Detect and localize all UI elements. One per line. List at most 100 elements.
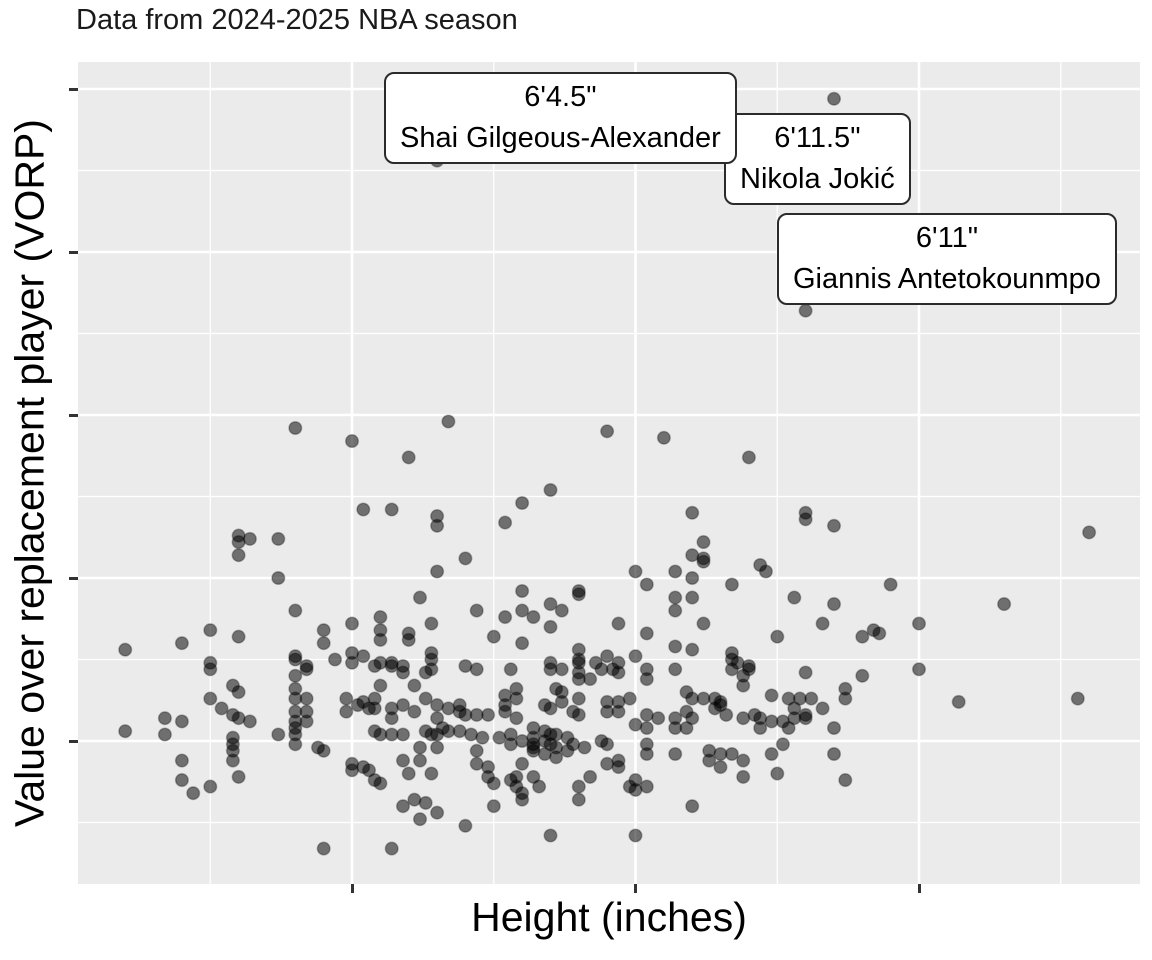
scatter-point: [770, 766, 785, 781]
annotation-box: 6'4.5" Shai Gilgeous-Alexander: [384, 72, 737, 165]
scatter-point: [344, 763, 360, 778]
scatter-point: [344, 616, 360, 631]
scatter-point: [430, 727, 445, 742]
scatter-point: [157, 711, 172, 726]
scatter-point: [724, 746, 739, 762]
scatter-point: [424, 766, 439, 781]
scatter-point: [549, 750, 564, 765]
scatter-point: [719, 707, 734, 722]
scatter-point: [798, 665, 813, 680]
scatter-point: [668, 746, 683, 762]
scatter-point: [855, 668, 870, 683]
scatter-point: [515, 792, 530, 807]
scatter-point: [997, 597, 1012, 612]
scatter-point: [741, 662, 756, 677]
scatter-point: [203, 691, 218, 706]
annotation-box: 6'11.5" Nikola Jokić: [724, 113, 911, 206]
scatter-point: [781, 720, 796, 736]
scatter-point: [486, 629, 501, 644]
scatter-point: [430, 518, 445, 533]
scatter-point: [515, 583, 530, 599]
scatter-point: [373, 632, 388, 647]
scatter-point: [395, 665, 411, 680]
scatter-point: [174, 714, 189, 729]
scatter-point: [713, 760, 728, 775]
scatter-point: [651, 711, 666, 726]
scatter-point: [316, 623, 331, 638]
annotation-box: 6'11" Giannis Antetokounmpo: [777, 213, 1117, 306]
scatter-point: [639, 779, 654, 794]
plot-title: Data from 2024-2025 NBA season: [76, 4, 518, 36]
scatter-point: [231, 548, 246, 563]
scatter-point: [430, 564, 445, 579]
scatter-point: [724, 662, 739, 677]
scatter-point: [231, 629, 246, 644]
scatter-point: [288, 668, 303, 683]
scatter-point: [339, 691, 354, 706]
scatter-point: [838, 773, 853, 788]
scatter-point: [600, 737, 615, 752]
scatter-point: [412, 590, 428, 605]
scatter-point: [611, 760, 626, 775]
scatter-point: [764, 688, 779, 703]
scatter-point: [118, 642, 133, 657]
scatter-point: [242, 531, 257, 546]
scatter-point: [214, 701, 229, 716]
scatter-point: [577, 740, 592, 755]
scatter-point: [532, 779, 547, 794]
scatter-point: [418, 795, 433, 810]
scatter-point: [299, 662, 314, 677]
scatter-point: [458, 818, 473, 833]
scatter-point: [186, 786, 201, 801]
scatter-point: [203, 662, 218, 677]
scatter-point: [231, 685, 246, 700]
scatter-point: [775, 737, 790, 752]
scatter-point: [118, 724, 133, 739]
scatter-point: [872, 626, 887, 641]
scatter-point: [628, 828, 643, 843]
scatter-point: [736, 753, 751, 768]
scatter-point: [503, 737, 518, 752]
scatter-point: [815, 616, 830, 631]
annotation-height-label: 6'11.5": [774, 122, 861, 154]
scatter-point: [469, 662, 484, 677]
scatter-point: [764, 746, 779, 762]
scatter-point: [344, 434, 360, 449]
scatter-point: [1082, 525, 1097, 540]
scatter-point: [758, 564, 773, 579]
scatter-point: [412, 812, 428, 827]
x-axis-title: Height (inches): [471, 894, 747, 940]
scatter-point: [373, 776, 388, 791]
scatter-point: [367, 658, 382, 674]
scatter-point: [571, 779, 586, 794]
scatter-point: [1070, 691, 1085, 706]
scatter-point: [911, 662, 927, 677]
scatter-point: [395, 698, 411, 713]
scatter-point: [469, 756, 484, 771]
scatter-point: [696, 551, 711, 566]
scatter-point: [826, 518, 842, 533]
scatter-point: [316, 636, 331, 651]
scatter-point: [798, 711, 813, 726]
y-axis-tick: [69, 739, 78, 743]
scatter-point: [696, 616, 711, 631]
scatter-point: [611, 616, 626, 631]
scatter-point: [911, 616, 927, 631]
scatter-point: [441, 414, 456, 429]
scatter-point: [702, 753, 717, 768]
scatter-point: [384, 502, 399, 517]
scatter-point: [736, 769, 751, 784]
scatter-point: [395, 727, 411, 742]
scatter-point: [583, 672, 598, 687]
scatter-point: [600, 649, 615, 664]
scatter-point: [515, 603, 530, 618]
scatter-point: [826, 91, 842, 106]
scatter-point: [401, 450, 416, 465]
scatter-point: [469, 743, 484, 758]
scatter-point: [571, 587, 586, 602]
scatter-point: [656, 430, 671, 445]
scatter-point: [418, 691, 433, 706]
scatter-point: [685, 711, 700, 726]
scatter-point: [543, 597, 558, 612]
